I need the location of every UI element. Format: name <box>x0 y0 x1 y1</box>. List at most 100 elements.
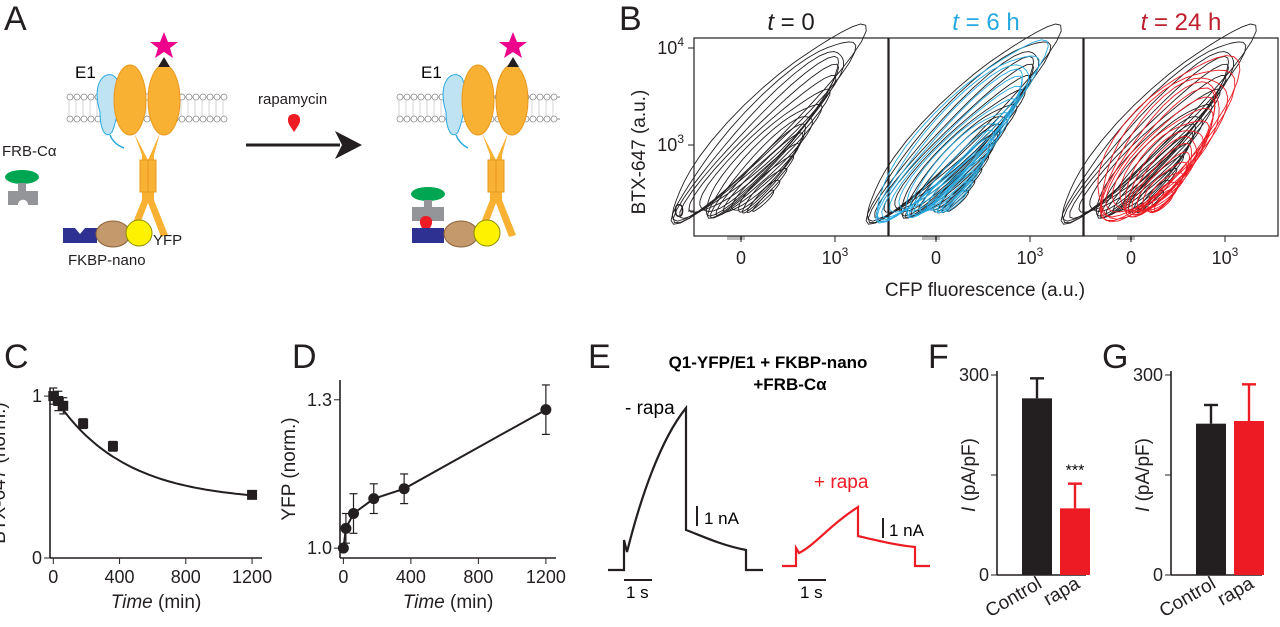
data-point <box>348 508 359 519</box>
lipid-head <box>529 115 537 123</box>
panel-a-schematic: E1 YFP FKBP-nano FRB-Cα rapamycin <box>2 32 560 269</box>
y-tick-label: 1.0 <box>307 538 332 558</box>
panel-b-xtick-label: 103 <box>1212 245 1239 268</box>
tick-base: 10 <box>657 135 677 155</box>
tick-exp: 3 <box>677 132 684 146</box>
panel-b-ylabel: BTX-647 (a.u.) <box>629 90 650 215</box>
lipid-head <box>87 115 95 123</box>
contour-line <box>1061 23 1257 222</box>
panel-b-frame <box>1083 37 1279 237</box>
lipid-head <box>206 93 214 101</box>
fkbp-nano-label: FKBP-nano <box>68 252 146 269</box>
contour-line <box>1078 63 1230 213</box>
tick-base: 0 <box>1126 248 1136 268</box>
panel-label-d: D <box>292 338 317 376</box>
contour-line <box>705 88 831 217</box>
tick-base: 10 <box>657 38 677 58</box>
fit-line <box>342 408 547 549</box>
data-point <box>340 522 352 534</box>
category-label: rapa <box>1214 573 1258 610</box>
lipid-head <box>220 93 228 101</box>
scale-label-time-red: 1 s <box>800 583 823 602</box>
y-axis-label-unit: (pA/pF) <box>959 438 980 507</box>
frb-label: FRB-Cα <box>2 143 57 160</box>
contour-line <box>722 132 804 213</box>
contour-line <box>699 74 837 212</box>
panel-b-xtick-label: 0 <box>736 248 746 268</box>
lipid-head <box>87 93 95 101</box>
x-axis-label-unit: (min) <box>445 592 494 613</box>
contour-line <box>1062 51 1235 224</box>
fit-line <box>52 395 253 497</box>
btx-tag-right <box>507 57 519 67</box>
x-tick-label: 0 <box>338 567 348 587</box>
data-point <box>247 489 258 500</box>
panel-b-xtick-label: 103 <box>822 245 849 268</box>
contour-line <box>908 123 1002 218</box>
minus-rapa-label: - rapa <box>625 398 675 419</box>
contour-line <box>1089 74 1227 212</box>
panel-b-contours <box>670 23 1257 225</box>
y-axis-label-unit: (pA/pF) <box>1133 438 1154 507</box>
y-tick-label: 1.3 <box>307 390 332 410</box>
y-axis-label: I (pA/pF) <box>959 438 980 512</box>
panel-b-title: t = 0 <box>767 9 814 36</box>
yfp-label: YFP <box>153 232 182 249</box>
category-label: Control <box>1156 573 1220 622</box>
contour-line <box>936 170 979 214</box>
contour-line <box>881 68 1023 219</box>
lipid-head <box>80 93 88 101</box>
tick-base: 0 <box>931 248 941 268</box>
lipid-head <box>417 93 425 101</box>
panel-b-xtick-label: 0 <box>931 248 941 268</box>
tick-exp: 3 <box>1232 245 1239 259</box>
panel-b-title-t: t <box>767 9 775 36</box>
contour-line <box>1095 88 1221 217</box>
data-point <box>398 483 410 495</box>
panel-b-ytick-label: 103 <box>657 132 684 155</box>
trace-minus-rapa <box>608 404 763 572</box>
contour-line <box>1101 81 1220 218</box>
lipid-head <box>396 93 404 101</box>
y-tick-label: 0 <box>32 548 42 568</box>
x-axis-label-italic: Time <box>111 592 153 613</box>
contour-line <box>875 55 1040 224</box>
y-tick-label: 0 <box>1153 565 1163 585</box>
panel-b-xtick-label: 103 <box>1017 245 1044 268</box>
lipid-head <box>213 93 221 101</box>
contour-line <box>1119 107 1214 216</box>
x-tick-label: 400 <box>396 567 426 587</box>
category-label: Control <box>982 573 1046 622</box>
trace-plus-rapa <box>782 504 930 568</box>
panel-b-title-rest: = 24 h <box>1147 9 1221 36</box>
bar <box>1234 421 1264 575</box>
contour-line <box>752 189 775 212</box>
lipid-head <box>550 115 558 123</box>
contour-line <box>715 123 806 217</box>
x-tick-label: 1200 <box>232 567 272 587</box>
panel-label-b: B <box>619 0 642 38</box>
lipid-head <box>185 93 193 101</box>
lipid-head <box>424 115 432 123</box>
tick-base: 10 <box>1017 248 1037 268</box>
panel-b-title-rest: = 0 <box>774 9 815 36</box>
y-tick-label: 300 <box>1133 365 1163 385</box>
e1-label-right: E1 <box>421 63 442 82</box>
contour-line <box>889 75 1023 213</box>
data-point <box>107 441 118 452</box>
x-tick-label: 400 <box>105 567 135 587</box>
rapamycin-label: rapamycin <box>258 91 327 108</box>
data-point <box>540 404 552 416</box>
panel-c-btx-plot: 0 400 800 1200 0 1 Time (min) BTX-647 (norm.) <box>0 386 272 613</box>
y-tick-label: 300 <box>959 365 989 385</box>
lipid-head <box>178 115 186 123</box>
lipid-head <box>438 115 446 123</box>
e1-tail-left <box>109 134 125 149</box>
lipid-bilayer-left <box>66 93 228 123</box>
lipid-head <box>192 93 200 101</box>
panel-b-frame <box>888 37 1084 237</box>
contour-line <box>1105 123 1196 217</box>
contour-line <box>865 41 1052 225</box>
